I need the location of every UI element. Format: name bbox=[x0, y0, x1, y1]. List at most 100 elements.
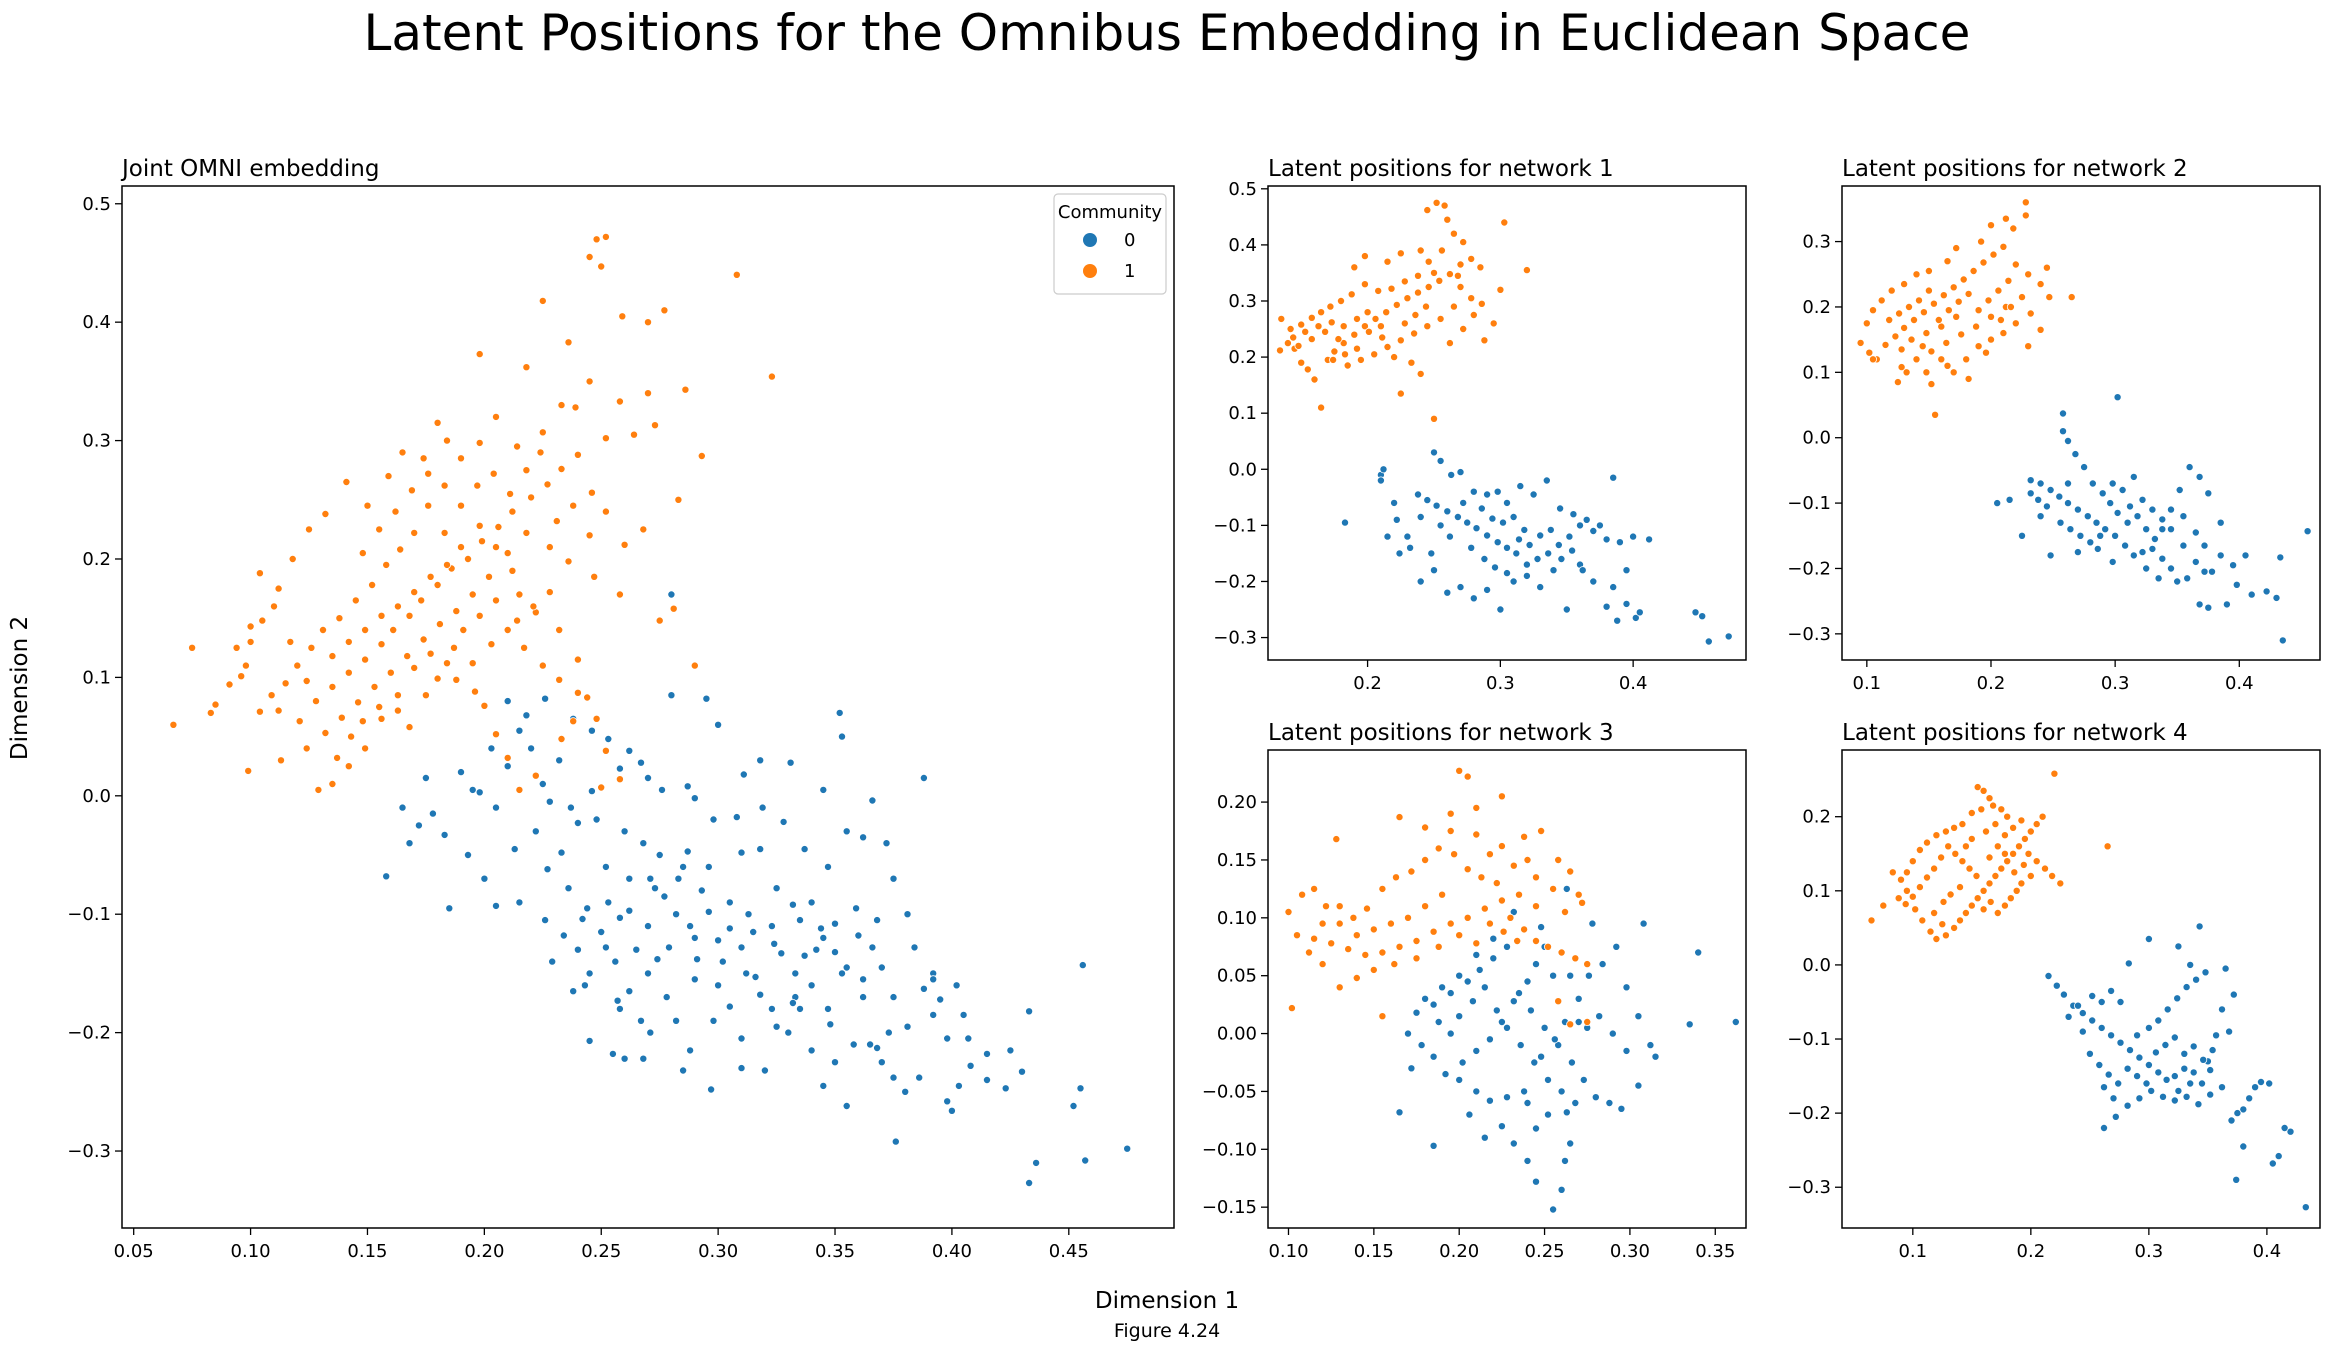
data-point bbox=[1989, 801, 1998, 810]
data-point bbox=[440, 481, 449, 490]
data-point bbox=[295, 717, 304, 726]
data-point bbox=[2019, 860, 2028, 869]
data-point bbox=[1469, 594, 1478, 603]
data-point bbox=[873, 1044, 882, 1053]
data-point bbox=[1412, 937, 1421, 946]
data-point bbox=[393, 691, 402, 700]
data-point bbox=[2083, 512, 2092, 521]
data-point bbox=[1001, 1084, 1010, 1093]
data-point bbox=[714, 720, 723, 729]
data-point bbox=[475, 521, 484, 530]
data-point bbox=[1307, 335, 1316, 344]
y-tick-label: 0.0 bbox=[1802, 428, 1831, 449]
data-point bbox=[1605, 1099, 1614, 1108]
data-point bbox=[1298, 890, 1307, 899]
data-point bbox=[597, 262, 606, 271]
figure-x-label: Dimension 1 bbox=[1094, 1288, 1240, 1314]
data-point bbox=[1436, 314, 1445, 323]
data-point bbox=[1332, 835, 1341, 844]
data-point bbox=[592, 714, 601, 723]
data-point bbox=[1554, 856, 1563, 865]
data-point bbox=[2063, 479, 2072, 488]
series-0 bbox=[1341, 448, 1733, 646]
data-point bbox=[667, 590, 676, 599]
data-point bbox=[1463, 865, 1472, 874]
data-point bbox=[697, 886, 706, 895]
data-point bbox=[1438, 983, 1447, 992]
data-point bbox=[1287, 1004, 1296, 1013]
data-point bbox=[2133, 1072, 2142, 1081]
data-point bbox=[2158, 554, 2167, 563]
data-point bbox=[1318, 960, 1327, 969]
data-point bbox=[1939, 291, 1948, 300]
data-point bbox=[1276, 346, 1285, 355]
data-point bbox=[188, 643, 197, 652]
data-point bbox=[2174, 1086, 2183, 1095]
data-point bbox=[1430, 448, 1439, 457]
series-1 bbox=[1284, 766, 1592, 1029]
data-point bbox=[1530, 1058, 1539, 1067]
data-point bbox=[267, 691, 276, 700]
data-point bbox=[1509, 577, 1518, 586]
data-point bbox=[1549, 884, 1558, 893]
data-point bbox=[2093, 544, 2102, 553]
data-point bbox=[1509, 997, 1518, 1006]
data-point bbox=[2010, 868, 2019, 877]
data-point bbox=[1608, 1029, 1617, 1038]
data-point bbox=[2095, 1061, 2104, 1070]
data-point bbox=[1943, 257, 1952, 266]
data-point bbox=[515, 726, 524, 735]
data-point bbox=[1449, 229, 1458, 238]
data-point bbox=[2044, 972, 2053, 981]
data-point bbox=[564, 884, 573, 893]
data-point bbox=[1489, 954, 1498, 963]
y-tick-label: −0.3 bbox=[1213, 628, 1257, 649]
data-point bbox=[1583, 960, 1592, 969]
data-point bbox=[770, 939, 779, 948]
y-tick-label: −0.2 bbox=[1787, 558, 1831, 579]
data-point bbox=[2154, 1068, 2163, 1077]
data-point bbox=[1557, 1185, 1566, 1194]
data-point bbox=[2133, 512, 2142, 521]
data-point bbox=[1503, 942, 1512, 951]
data-point bbox=[344, 637, 353, 646]
data-point bbox=[679, 862, 688, 871]
data-point bbox=[2026, 489, 2035, 498]
data-point bbox=[1879, 901, 1888, 910]
y-tick-label: 0.2 bbox=[82, 549, 111, 570]
series-0 bbox=[382, 590, 1132, 1188]
data-point bbox=[585, 377, 594, 386]
data-point bbox=[2158, 1092, 2167, 1101]
data-point bbox=[543, 865, 552, 874]
data-point bbox=[506, 489, 515, 498]
data-point bbox=[2024, 342, 2033, 351]
data-point bbox=[1456, 468, 1465, 477]
data-point bbox=[732, 813, 741, 822]
data-point bbox=[1578, 898, 1587, 907]
data-point bbox=[2180, 1049, 2189, 1058]
data-point bbox=[555, 626, 564, 635]
data-point bbox=[1376, 322, 1385, 331]
data-point bbox=[644, 969, 653, 978]
data-point bbox=[2186, 960, 2195, 969]
data-point bbox=[1400, 319, 1409, 328]
data-point bbox=[1865, 348, 1874, 357]
data-point bbox=[475, 611, 484, 620]
data-point bbox=[1476, 263, 1485, 272]
data-point bbox=[1999, 329, 2008, 338]
data-point bbox=[2113, 508, 2122, 517]
y-tick-label: 0.5 bbox=[82, 194, 111, 215]
data-point bbox=[1472, 524, 1481, 533]
data-point bbox=[1376, 476, 1385, 485]
data-point bbox=[1634, 1081, 1643, 1090]
data-point bbox=[2241, 551, 2250, 560]
data-point bbox=[463, 555, 472, 564]
data-point bbox=[1522, 266, 1531, 275]
data-point bbox=[2192, 975, 2201, 984]
data-point bbox=[637, 1016, 646, 1025]
data-point bbox=[1341, 518, 1350, 527]
data-point bbox=[686, 922, 695, 931]
data-point bbox=[1927, 380, 1936, 389]
data-point bbox=[1449, 302, 1458, 311]
data-point bbox=[1549, 971, 1558, 980]
